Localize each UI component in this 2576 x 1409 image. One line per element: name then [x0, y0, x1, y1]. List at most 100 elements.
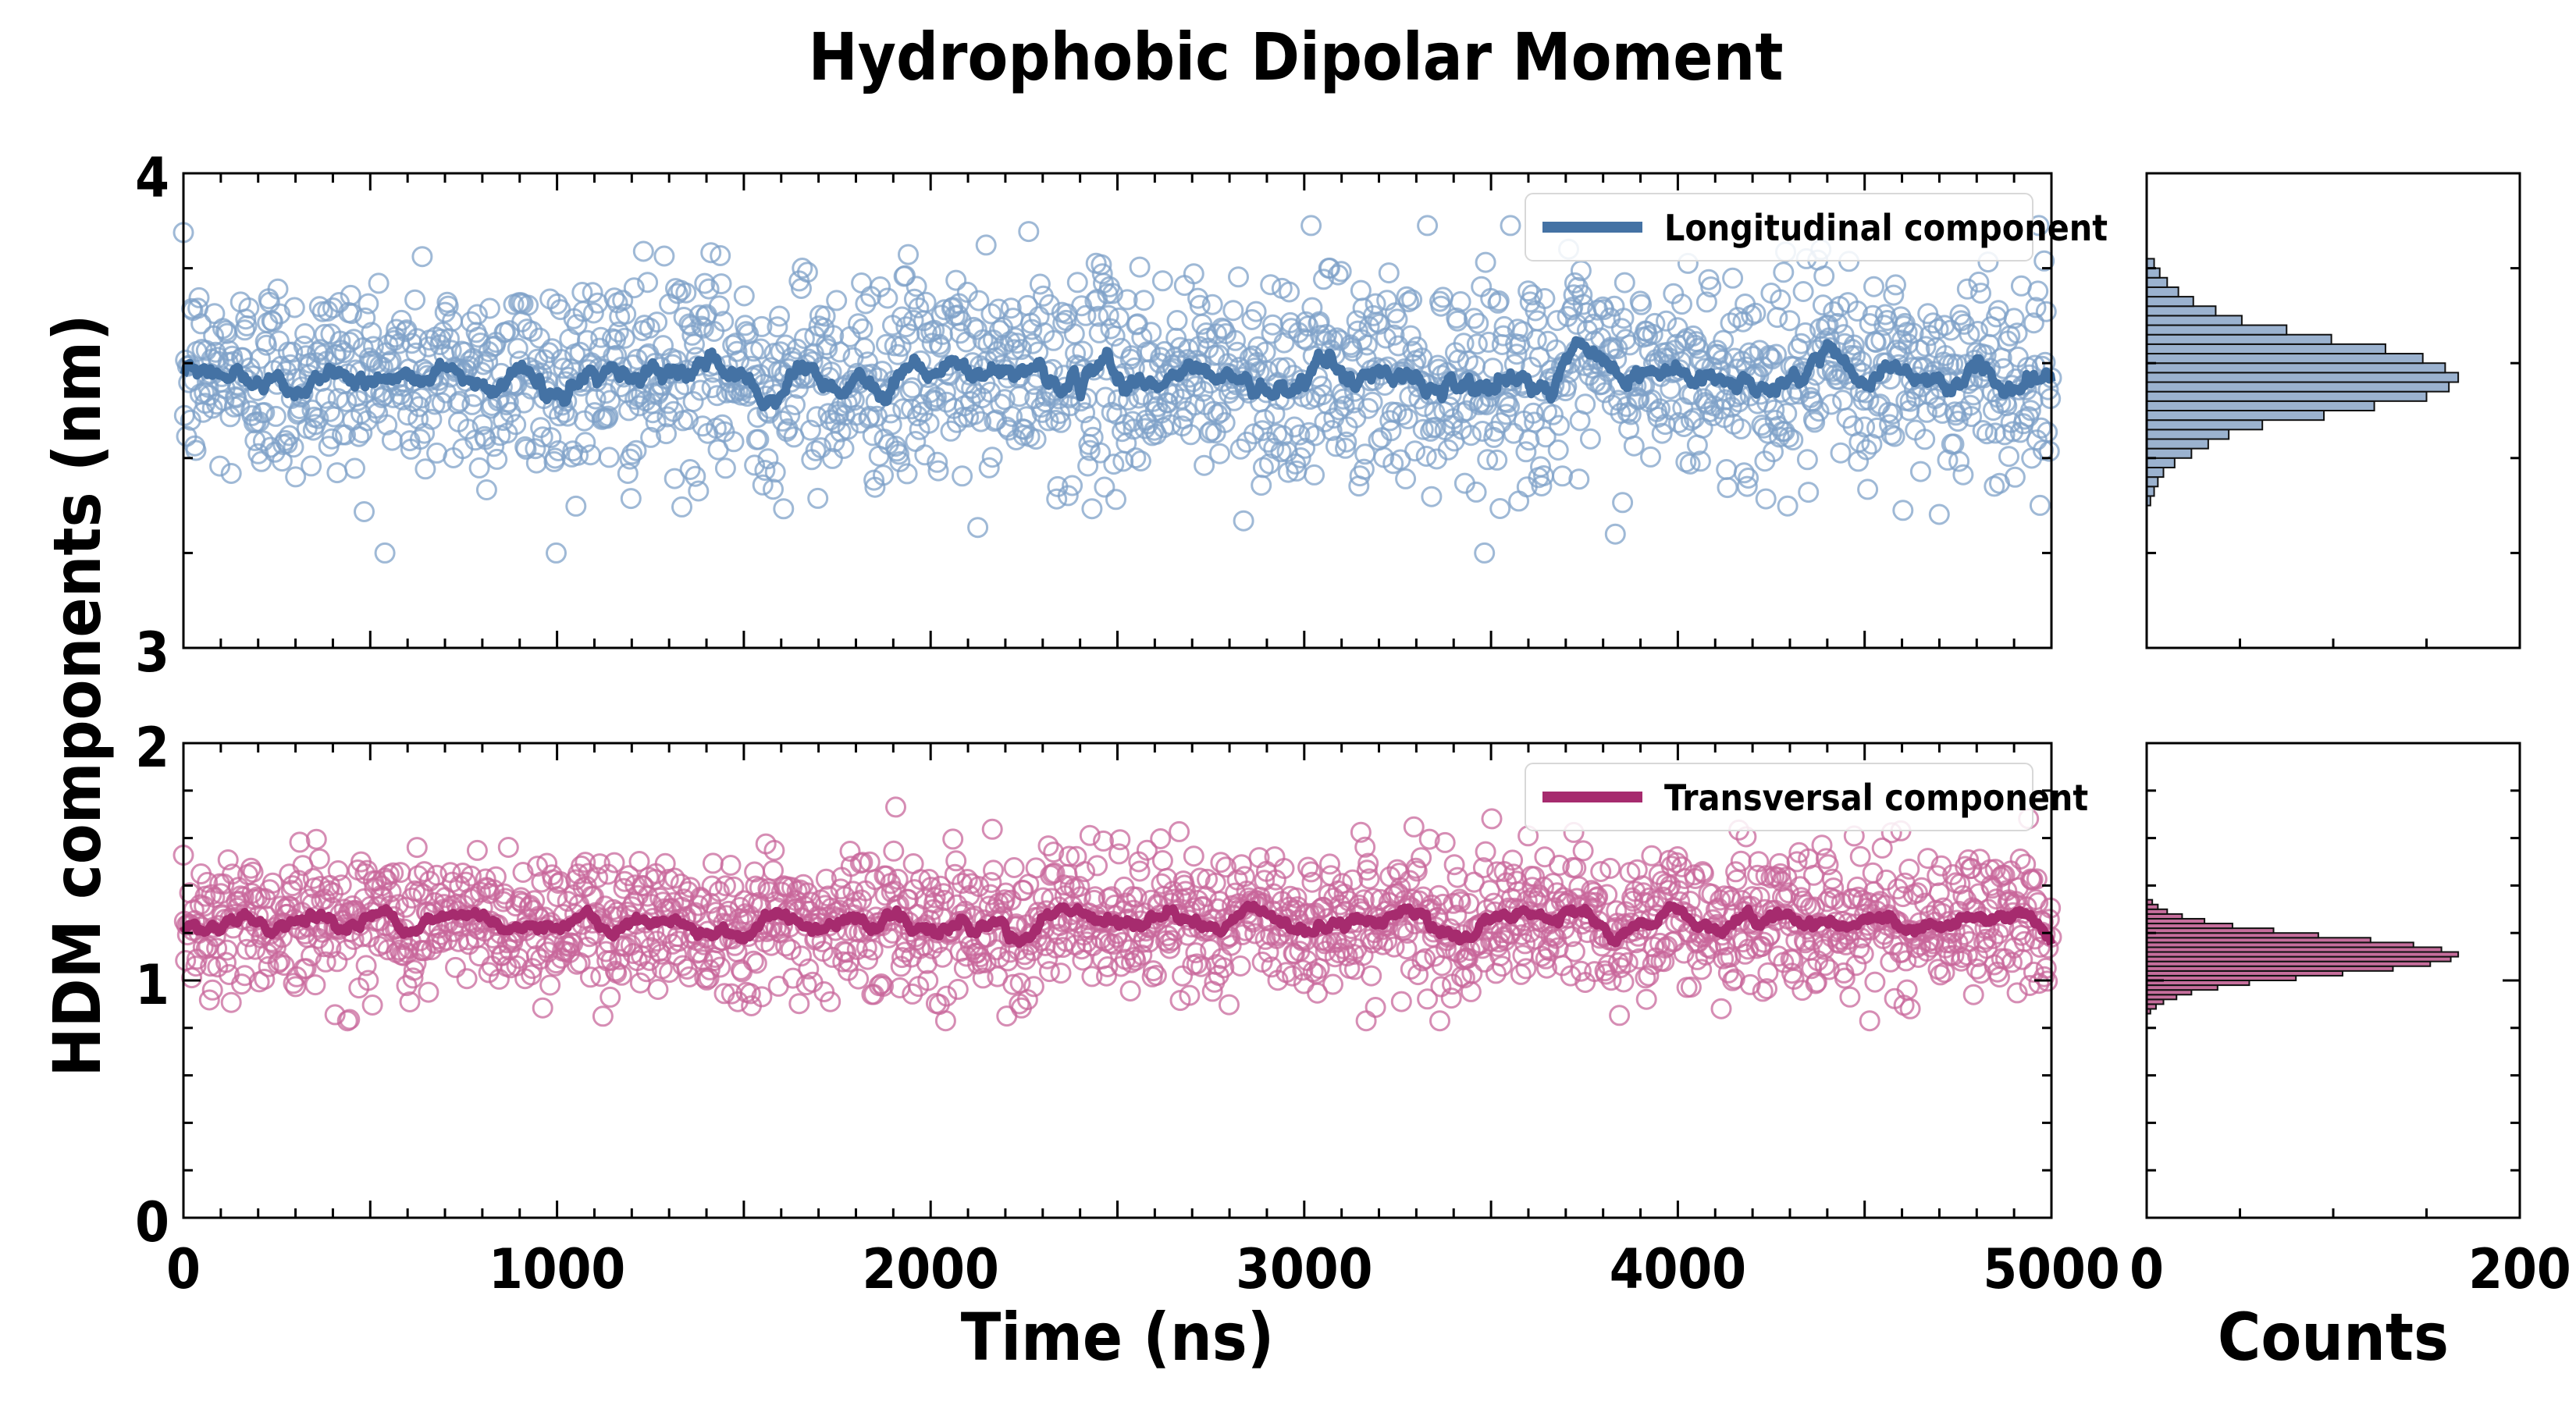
transversal-point — [1538, 940, 1560, 962]
longitudinal-point — [1245, 301, 1267, 322]
longitudinal-point — [1294, 437, 1316, 459]
transversal-point — [1591, 935, 1613, 957]
longitudinal-point — [1125, 447, 1147, 469]
longitudinal-point — [1972, 420, 1994, 441]
longitudinal-point — [238, 297, 260, 318]
longitudinal-point — [1025, 429, 1047, 450]
transversal-point — [1326, 931, 1348, 953]
longitudinal-point — [1660, 399, 1682, 421]
transversal-point — [720, 855, 742, 876]
longitudinal-point — [1863, 276, 1884, 297]
transversal-point — [1692, 863, 1714, 884]
longitudinal-histogram-bar — [2146, 400, 2375, 412]
transversal-point — [1319, 853, 1340, 875]
longitudinal-point — [1689, 450, 1711, 472]
transversal-point — [315, 951, 336, 973]
longitudinal-point — [906, 405, 928, 427]
longitudinal-point — [209, 455, 231, 477]
transversal-point — [629, 972, 651, 994]
transversal-point — [1599, 857, 1621, 879]
longitudinal-point — [905, 431, 927, 452]
longitudinal-point — [1515, 441, 1537, 463]
longitudinal-point — [773, 498, 795, 520]
longitudinal-point — [895, 265, 916, 286]
longitudinal-point — [750, 338, 772, 360]
longitudinal-point — [2035, 301, 2057, 322]
longitudinal-point — [1813, 265, 1835, 287]
longitudinal-histogram-bar — [2146, 466, 2165, 479]
transversal-point — [1403, 816, 1425, 838]
longitudinal-point — [1766, 343, 1787, 365]
longitudinal-point — [1128, 387, 1150, 409]
longitudinal-point — [1534, 288, 1556, 309]
longitudinal-histogram-bar — [2146, 429, 2230, 440]
transversal-point — [2026, 868, 2048, 890]
longitudinal-point — [950, 310, 972, 332]
longitudinal-point — [308, 407, 329, 429]
transversal-point — [1767, 945, 1789, 967]
longitudinal-point — [212, 318, 233, 340]
longitudinal-point — [201, 397, 223, 419]
transversal-point — [1229, 955, 1251, 977]
longitudinal-point — [518, 294, 539, 316]
transversal-point — [358, 970, 379, 991]
longitudinal-point — [1628, 388, 1650, 410]
longitudinal-point — [1508, 490, 1530, 512]
transversal-point — [1443, 892, 1464, 914]
longitudinal-point — [1079, 439, 1101, 461]
longitudinal-point — [1183, 263, 1204, 285]
longitudinal-point — [374, 542, 396, 564]
longitudinal-point — [1326, 327, 1348, 349]
longitudinal-point — [525, 452, 547, 474]
transversal-point — [885, 796, 906, 818]
transversal-point — [1081, 966, 1103, 987]
longitudinal-point — [877, 287, 898, 309]
transversal-point — [1383, 936, 1405, 958]
longitudinal-point — [1649, 398, 1670, 420]
longitudinal-point — [1848, 431, 1870, 453]
longitudinal-point — [1804, 411, 1826, 433]
longitudinal-point — [362, 336, 384, 358]
longitudinal-point — [1720, 312, 1742, 334]
longitudinal-point — [1870, 329, 1892, 351]
longitudinal-point — [1518, 429, 1540, 451]
longitudinal-point — [525, 438, 546, 460]
transversal-point — [295, 958, 317, 980]
transversal-point — [1943, 945, 1965, 966]
longitudinal-point — [1011, 339, 1032, 361]
longitudinal-point — [1357, 397, 1379, 419]
longitudinal-point — [1108, 307, 1130, 329]
transversal-point — [1564, 941, 1585, 962]
longitudinal-point — [507, 337, 528, 359]
longitudinal-point — [1710, 398, 1732, 420]
transversal-point — [304, 974, 326, 996]
transversal-point — [1417, 988, 1439, 1010]
longitudinal-point — [1599, 307, 1621, 329]
longitudinal-point — [285, 466, 307, 488]
histogram-x-tick-label: 0 — [2129, 1237, 2164, 1301]
transversal-point — [654, 852, 676, 874]
longitudinal-point — [628, 395, 650, 417]
transversal-point — [1446, 904, 1468, 926]
transversal-point — [1962, 984, 1984, 1005]
bottom-y-tick-label: 2 — [135, 716, 169, 780]
longitudinal-point — [1488, 290, 1510, 311]
longitudinal-point — [1460, 425, 1482, 447]
transversal-point — [305, 828, 327, 850]
x-tick-label: 5000 — [1983, 1237, 2119, 1301]
longitudinal-point — [532, 426, 553, 448]
transversal-point — [1233, 866, 1255, 888]
x-tick-label: 2000 — [863, 1237, 999, 1301]
longitudinal-point — [620, 488, 642, 510]
longitudinal-point — [310, 339, 332, 361]
transversal-point — [1282, 965, 1304, 987]
transversal-point — [1301, 871, 1323, 893]
longitudinal-point — [1258, 453, 1280, 475]
transversal-point — [635, 961, 657, 983]
longitudinal-point — [1330, 261, 1352, 283]
transversal-point — [1286, 887, 1308, 909]
longitudinal-point — [321, 428, 343, 450]
transversal-point — [1429, 1010, 1450, 1032]
longitudinal-histogram-bar — [2146, 390, 2428, 402]
longitudinal-histogram-bar — [2146, 286, 2179, 298]
